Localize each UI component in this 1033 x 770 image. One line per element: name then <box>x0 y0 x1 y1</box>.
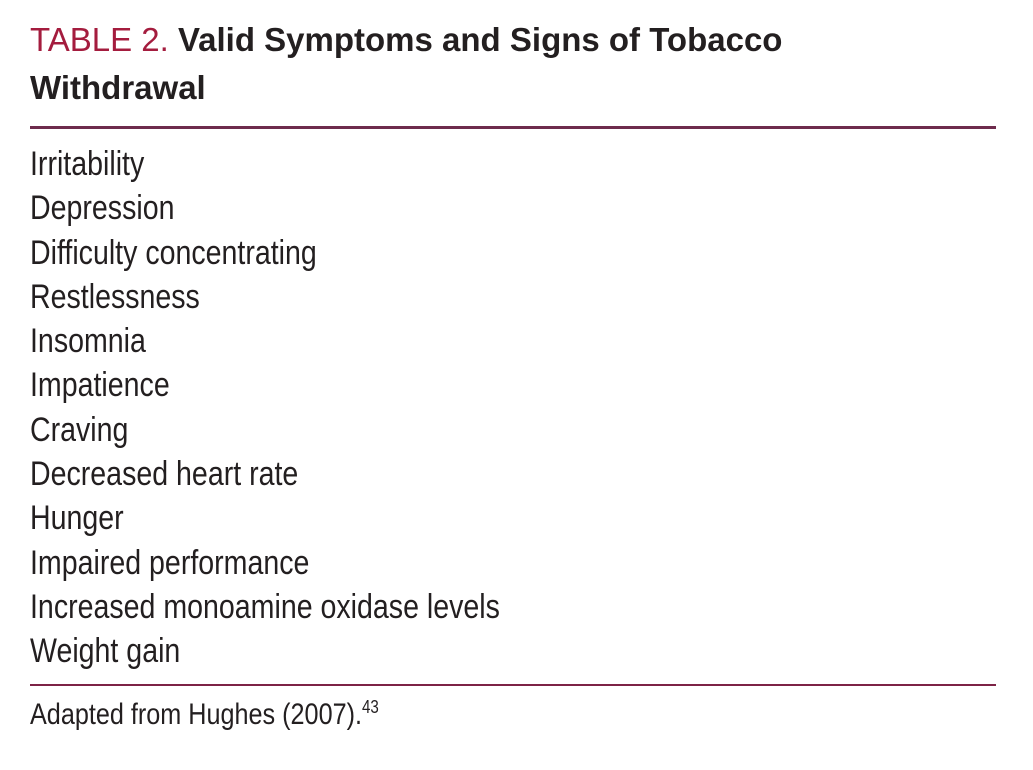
list-item: Difficulty concentrating <box>30 233 317 272</box>
list-item: Increased monoamine oxidase levels <box>30 587 500 626</box>
top-divider <box>30 126 996 129</box>
footnote-reference: 43 <box>361 696 379 717</box>
list-item: Depression <box>30 189 175 228</box>
table-heading: TABLE 2. Valid Symptoms and Signs of Tob… <box>30 16 950 112</box>
list-item: Impatience <box>30 366 170 405</box>
list-item: Impaired performance <box>30 543 310 582</box>
table-label: TABLE 2. <box>30 21 169 58</box>
list-item: Hunger <box>30 499 124 538</box>
list-item: Insomnia <box>30 322 146 361</box>
list-item: Weight gain <box>30 632 181 671</box>
table-title-text: Valid Symptoms and Signs of Tobacco With… <box>30 21 783 106</box>
bottom-divider <box>30 683 996 686</box>
list-item: Decreased heart rate <box>30 455 299 494</box>
symptom-list: Irritability Depression Difficulty conce… <box>30 142 996 674</box>
list-item: Restlessness <box>30 277 200 316</box>
table-content: TABLE 2. Valid Symptoms and Signs of Tob… <box>30 0 996 735</box>
footnote-text: Adapted from Hughes (2007). <box>30 697 362 731</box>
list-item: Craving <box>30 410 129 449</box>
footnote-line: Adapted from Hughes (2007).43 <box>30 695 379 735</box>
list-item: Irritability <box>30 145 145 183</box>
footnote: Adapted from Hughes (2007).43 <box>30 695 996 735</box>
